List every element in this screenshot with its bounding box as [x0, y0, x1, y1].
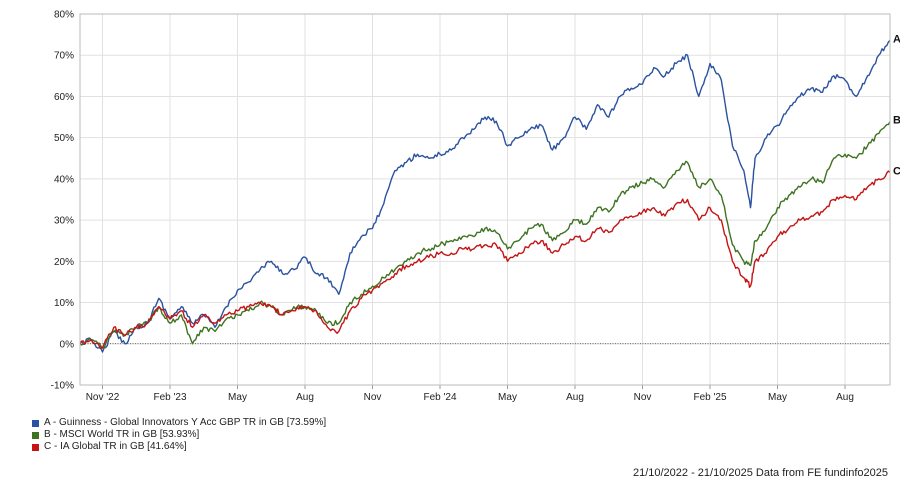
- end-label-a: A: [893, 33, 900, 45]
- series-end-labels: A B C: [893, 33, 900, 177]
- y-tick-label: 70%: [54, 51, 74, 62]
- series-line-b: [79, 121, 891, 349]
- chart-grid: [80, 13, 890, 386]
- legend: A - Guinness - Global Innovators Y Acc G…: [32, 417, 326, 453]
- x-tick-label: May: [228, 392, 247, 403]
- line-chart: 80% 70% 60% 50% 40% 30% 20% 10% 0% -10% Nov '22 Fe…: [51, 10, 900, 404]
- plot-frame: [79, 13, 891, 386]
- x-tick-label: Feb '23: [153, 392, 186, 403]
- date-range: 21/10/2022 - 21/10/2025: [632, 467, 753, 479]
- legend-item-c: C - IA Global TR in GB [41.64%]: [32, 441, 326, 453]
- x-tick-label: Aug: [566, 392, 584, 403]
- y-tick-label: 0%: [60, 339, 75, 350]
- end-label-b: B: [893, 115, 900, 127]
- end-label-c: C: [893, 165, 900, 177]
- chart-footer: 21/10/2022 - 21/10/2025 Data from FE fun…: [633, 467, 888, 479]
- series-line-a: [79, 39, 891, 353]
- series-lines: [79, 39, 891, 353]
- x-tick-label: Aug: [836, 392, 854, 403]
- legend-swatch-a: [32, 419, 39, 427]
- y-tick-label: 20%: [54, 257, 74, 268]
- x-tick-label: Feb '24: [423, 392, 456, 403]
- legend-item-b: B - MSCI World TR in GB [53.93%]: [32, 429, 326, 441]
- y-tick-label: 60%: [54, 92, 74, 103]
- y-tick-label: 40%: [54, 174, 74, 185]
- legend-label-b: B - MSCI World TR in GB [53.93%]: [44, 429, 200, 440]
- y-tick-label: 10%: [54, 298, 74, 309]
- legend-swatch-c: [32, 443, 39, 451]
- legend-swatch-b: [32, 431, 39, 439]
- x-tick-label: Aug: [296, 392, 314, 403]
- y-tick-label: 80%: [54, 10, 74, 21]
- x-tick-label: Nov: [634, 392, 652, 403]
- x-tick-label: May: [498, 392, 517, 403]
- legend-item-a: A - Guinness - Global Innovators Y Acc G…: [32, 417, 326, 429]
- x-tick-label: Nov: [364, 392, 382, 403]
- x-tick-label: Nov '22: [86, 392, 120, 403]
- y-tick-label: 30%: [54, 216, 74, 227]
- x-tick-label: May: [768, 392, 787, 403]
- y-axis: 80% 70% 60% 50% 40% 30% 20% 10% 0% -10%: [51, 10, 74, 392]
- series-line-c: [79, 170, 891, 349]
- y-tick-label: 50%: [54, 133, 74, 144]
- data-source: Data from FE fundinfo2025: [755, 467, 888, 479]
- legend-label-a: A - Guinness - Global Innovators Y Acc G…: [44, 417, 327, 428]
- y-tick-label: -10%: [51, 381, 74, 392]
- x-tick-label: Feb '25: [693, 392, 726, 403]
- legend-label-c: C - IA Global TR in GB [41.64%]: [44, 441, 187, 452]
- x-axis: Nov '22 Feb '23 May Aug Nov Feb '24 May Aug Nov F…: [86, 385, 854, 403]
